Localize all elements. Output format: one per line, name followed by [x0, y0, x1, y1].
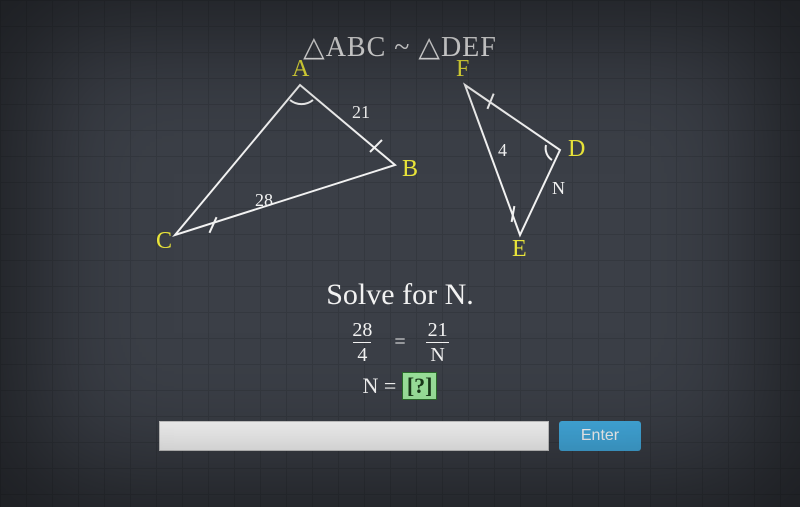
rhs-denominator: N	[426, 342, 448, 365]
problem-panel: △ABC ~ △DEF A B C 21 28 F D E	[0, 0, 800, 507]
vertex-E-label: E	[512, 236, 527, 263]
equals-sign: =	[394, 331, 405, 354]
triangle-def	[0, 60, 800, 270]
proportion-equation: 28 4 = 21 N	[0, 320, 800, 365]
enter-button[interactable]: Enter	[559, 421, 641, 451]
answer-input[interactable]	[159, 421, 549, 451]
lhs-denominator: 4	[353, 342, 371, 365]
vertex-D-label: D	[568, 136, 585, 163]
similarity-statement: △ABC ~ △DEF	[0, 30, 800, 64]
edge-FD-label: 4	[498, 140, 507, 161]
fraction-lhs: 28 4	[348, 320, 376, 365]
answer-placeholder-box: [?]	[402, 372, 438, 400]
vertex-F-label: F	[456, 56, 469, 83]
answer-line: N = [?]	[0, 372, 800, 400]
rhs-numerator: 21	[424, 320, 452, 342]
triangles-figure: A B C 21 28 F D E 4 N	[0, 60, 800, 260]
answer-input-row: Enter	[0, 421, 800, 451]
answer-prefix: N =	[363, 373, 402, 398]
solve-prompt: Solve for N.	[0, 278, 800, 312]
fraction-rhs: 21 N	[424, 320, 452, 365]
edge-DE-label: N	[552, 178, 565, 199]
lhs-numerator: 28	[348, 320, 376, 342]
